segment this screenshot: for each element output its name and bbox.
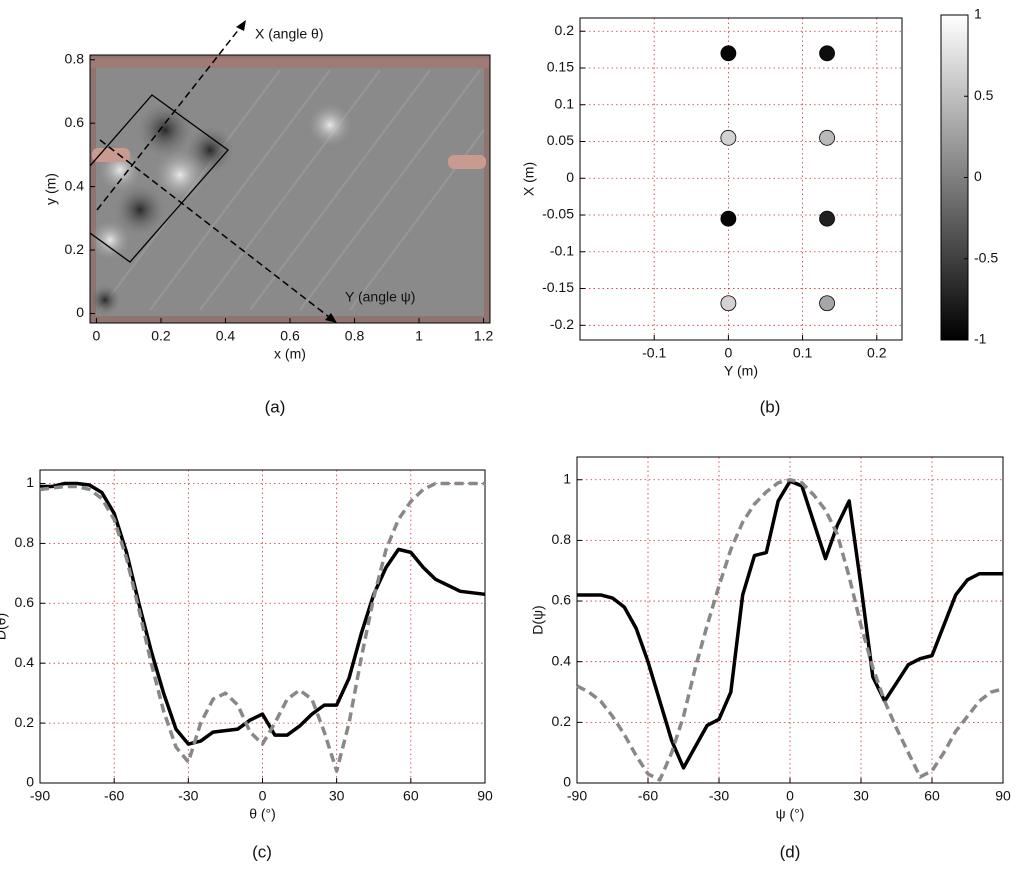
point xyxy=(720,295,737,312)
x-tick-label: 90 xyxy=(995,788,1011,804)
point xyxy=(720,210,737,227)
x-tick-label: 0.1 xyxy=(793,345,813,361)
point xyxy=(819,129,835,146)
y-tick-label: 0.6 xyxy=(15,594,35,610)
x-tick-label: 0 xyxy=(786,788,794,804)
caption: (d) xyxy=(780,842,801,861)
x-tick-label: -60 xyxy=(104,788,124,804)
x-tick-label: -30 xyxy=(709,788,729,804)
x-axis-label: Y (m) xyxy=(724,363,758,379)
annotation: Y (angle ψ) xyxy=(345,289,415,305)
x-tick-label: 0 xyxy=(724,345,732,361)
colorbar-tick-label: 0 xyxy=(974,168,982,184)
x-tick-label: 1.2 xyxy=(474,328,494,344)
y-axis-label: y (m) xyxy=(43,173,59,205)
y-tick-label: 0.1 xyxy=(555,95,575,111)
x-tick-label: 1 xyxy=(415,328,423,344)
x-tick-label: 0 xyxy=(93,328,101,344)
x-tick-label: 0.2 xyxy=(867,345,887,361)
y-tick-label: 0.05 xyxy=(547,132,574,148)
y-tick-label: 0.2 xyxy=(15,714,35,730)
caption: (b) xyxy=(760,397,781,416)
y-tick-label: -0.2 xyxy=(550,316,574,332)
y-tick-label: 0.6 xyxy=(65,114,85,130)
y-tick-label: 0.8 xyxy=(15,534,35,550)
y-tick-label: 0.8 xyxy=(65,50,85,66)
y-tick-label: 0.15 xyxy=(547,59,574,75)
annotation: X (angle θ) xyxy=(255,26,323,42)
colorbar-tick-label: -0.5 xyxy=(974,249,998,265)
x-tick-label: 0.8 xyxy=(345,328,365,344)
y-tick-label: -0.05 xyxy=(542,206,574,222)
y-tick-label: 0.8 xyxy=(552,531,572,547)
colorbar xyxy=(940,14,969,341)
line-series xyxy=(40,481,486,746)
x-axis-label: θ (°) xyxy=(249,806,276,822)
colorbar-tick-label: 0.5 xyxy=(974,87,994,103)
x-tick-label: 90 xyxy=(477,788,493,804)
x-tick-label: -90 xyxy=(30,788,50,804)
y-tick-label: 1 xyxy=(26,474,34,490)
point xyxy=(819,295,835,312)
point xyxy=(720,45,737,62)
photo xyxy=(90,55,490,323)
x-tick-label: 0.4 xyxy=(216,328,236,344)
y-tick-label: 0 xyxy=(26,774,34,790)
y-tick-label: 0.4 xyxy=(552,652,572,668)
y-axis-label: D(θ) xyxy=(0,613,9,640)
caption: (a) xyxy=(265,397,286,416)
axes-frame xyxy=(39,469,486,784)
point xyxy=(819,45,835,62)
y-tick-label: 0.4 xyxy=(15,654,35,670)
x-tick-label: 60 xyxy=(403,788,419,804)
x-tick-label: 0 xyxy=(259,788,267,804)
y-axis-label: D(ψ) xyxy=(530,605,546,634)
x-tick-label: 30 xyxy=(853,788,869,804)
y-tick-label: -0.1 xyxy=(550,242,574,258)
axes-frame xyxy=(576,456,1004,784)
line-series xyxy=(576,477,1004,782)
y-tick-label: 0 xyxy=(563,774,571,790)
y-tick-label: 0.4 xyxy=(65,177,85,193)
x-tick-label: -30 xyxy=(178,788,198,804)
x-axis-label: x (m) xyxy=(274,346,306,362)
y-tick-label: 0 xyxy=(76,304,84,320)
line-series xyxy=(39,481,485,773)
x-axis-label: ψ (°) xyxy=(776,806,805,822)
y-tick-label: 0 xyxy=(566,169,574,185)
axes-frame xyxy=(579,17,903,341)
y-tick-label: 0.6 xyxy=(552,592,572,608)
axes-frame xyxy=(89,54,491,324)
x-tick-label: -60 xyxy=(638,788,658,804)
x-tick-label: 30 xyxy=(329,788,345,804)
x-tick-label: 0.2 xyxy=(151,328,171,344)
point xyxy=(720,129,737,146)
y-tick-label: -0.15 xyxy=(542,279,574,295)
y-axis-label: X (m) xyxy=(521,162,537,196)
colorbar-tick-label: 1 xyxy=(974,6,982,22)
y-tick-label: 0.2 xyxy=(552,713,572,729)
point xyxy=(819,210,835,227)
x-tick-label: -0.1 xyxy=(642,345,666,361)
x-tick-label: 0.6 xyxy=(280,328,300,344)
x-tick-label: -90 xyxy=(567,788,587,804)
caption: (c) xyxy=(252,842,272,861)
y-tick-label: 1 xyxy=(563,470,571,486)
y-tick-label: 0.2 xyxy=(555,22,575,38)
x-tick-label: 60 xyxy=(924,788,940,804)
y-tick-label: 0.2 xyxy=(65,241,85,257)
colorbar-tick-label: -1 xyxy=(974,331,987,347)
